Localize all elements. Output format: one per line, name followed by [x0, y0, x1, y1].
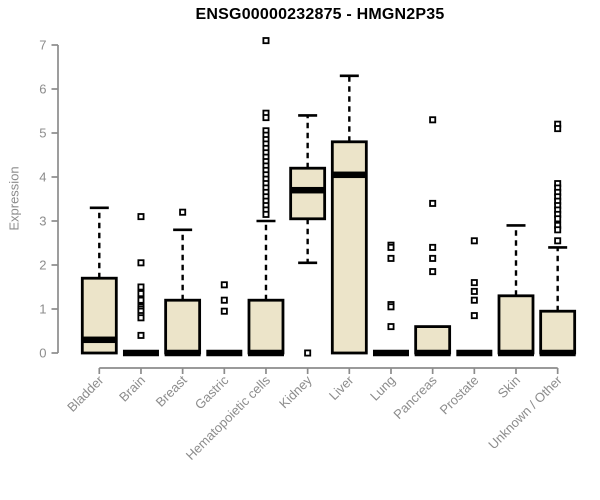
median-line	[372, 349, 409, 357]
y-tick-label: 6	[39, 82, 46, 97]
median-line	[498, 349, 534, 357]
y-tick-label: 5	[39, 126, 46, 141]
outlier-point	[387, 323, 395, 331]
median-line	[206, 349, 243, 357]
box-group-unknown-other	[539, 120, 577, 357]
outlier-point	[429, 243, 437, 251]
outlier-point	[262, 37, 270, 45]
outlier-point	[137, 314, 145, 322]
outlier-point	[429, 116, 437, 124]
median-line	[289, 186, 326, 194]
outlier-point	[137, 296, 145, 304]
box	[289, 166, 327, 221]
box-group-kidney	[289, 114, 327, 357]
outlier-point	[387, 303, 395, 311]
y-axis: 0 1 2 3 4 5 6 7	[39, 38, 59, 361]
median-line	[122, 349, 159, 357]
x-tick-label: Skin	[495, 373, 523, 401]
outlier-point	[137, 213, 145, 221]
y-tick-label: 1	[39, 302, 46, 317]
outlier-point	[429, 254, 437, 262]
x-tick-label: Lung	[367, 373, 398, 404]
box	[247, 298, 285, 355]
box	[414, 325, 452, 355]
x-tick-label: Liver	[326, 372, 357, 403]
outlier-point	[554, 125, 562, 133]
outlier-point	[470, 287, 478, 295]
box-group-skin	[497, 224, 535, 357]
outlier-point	[262, 210, 270, 218]
median-line	[247, 349, 284, 357]
y-tick-label: 0	[39, 346, 46, 361]
outlier-point	[470, 279, 478, 287]
outlier-point	[554, 237, 562, 245]
box-group-lung	[372, 241, 409, 357]
outlier-point	[470, 296, 478, 304]
box-group-gastric	[206, 281, 243, 357]
median-line	[414, 349, 451, 357]
x-tick-label: Kidney	[276, 372, 315, 411]
median-line	[81, 336, 118, 344]
box	[164, 298, 202, 355]
outlier-point	[179, 208, 187, 216]
outlier-point	[137, 290, 145, 298]
x-tick-label: Breast	[153, 372, 190, 409]
outlier-point	[137, 283, 145, 291]
outlier-point	[220, 281, 228, 289]
median-line	[539, 349, 576, 357]
y-tick-label: 3	[39, 214, 46, 229]
y-tick-label: 2	[39, 258, 46, 273]
y-tick-label: 7	[39, 38, 46, 53]
median-line	[331, 171, 368, 179]
chart-title: ENSG00000232875 - HMGN2P35	[195, 6, 445, 23]
box-group-bladder	[80, 206, 118, 355]
outlier-point	[429, 199, 437, 207]
x-tick-label: Prostate	[437, 373, 482, 418]
outlier-point	[429, 268, 437, 276]
median-line	[456, 349, 493, 357]
median-line	[164, 349, 201, 357]
box-group-prostate	[456, 237, 493, 357]
outlier-point	[470, 312, 478, 320]
outlier-point	[304, 349, 312, 357]
outlier-point	[554, 215, 562, 223]
x-tick-label: Gastric	[192, 372, 232, 412]
outlier-point	[220, 307, 228, 315]
outlier-point	[262, 114, 270, 122]
outlier-point	[387, 254, 395, 262]
box	[497, 294, 535, 355]
outlier-point	[470, 237, 478, 245]
outlier-point	[387, 243, 395, 251]
box-group-hematopoietic-cells	[247, 37, 285, 357]
outlier-point	[137, 259, 145, 267]
box-group-brain	[122, 213, 159, 357]
x-tick-label: Pancreas	[390, 372, 440, 422]
x-tick-label: Unknown / Other	[485, 372, 565, 452]
box-group-breast	[164, 208, 202, 357]
x-tick-label: Brain	[116, 373, 148, 405]
outlier-point	[137, 331, 145, 339]
box-group-liver	[330, 74, 368, 355]
x-tick-label: Bladder	[64, 372, 107, 415]
outlier-point	[554, 226, 562, 234]
box	[539, 309, 577, 355]
box-group-pancreas	[414, 116, 452, 357]
y-tick-label: 4	[39, 170, 46, 185]
outlier-point	[220, 296, 228, 304]
